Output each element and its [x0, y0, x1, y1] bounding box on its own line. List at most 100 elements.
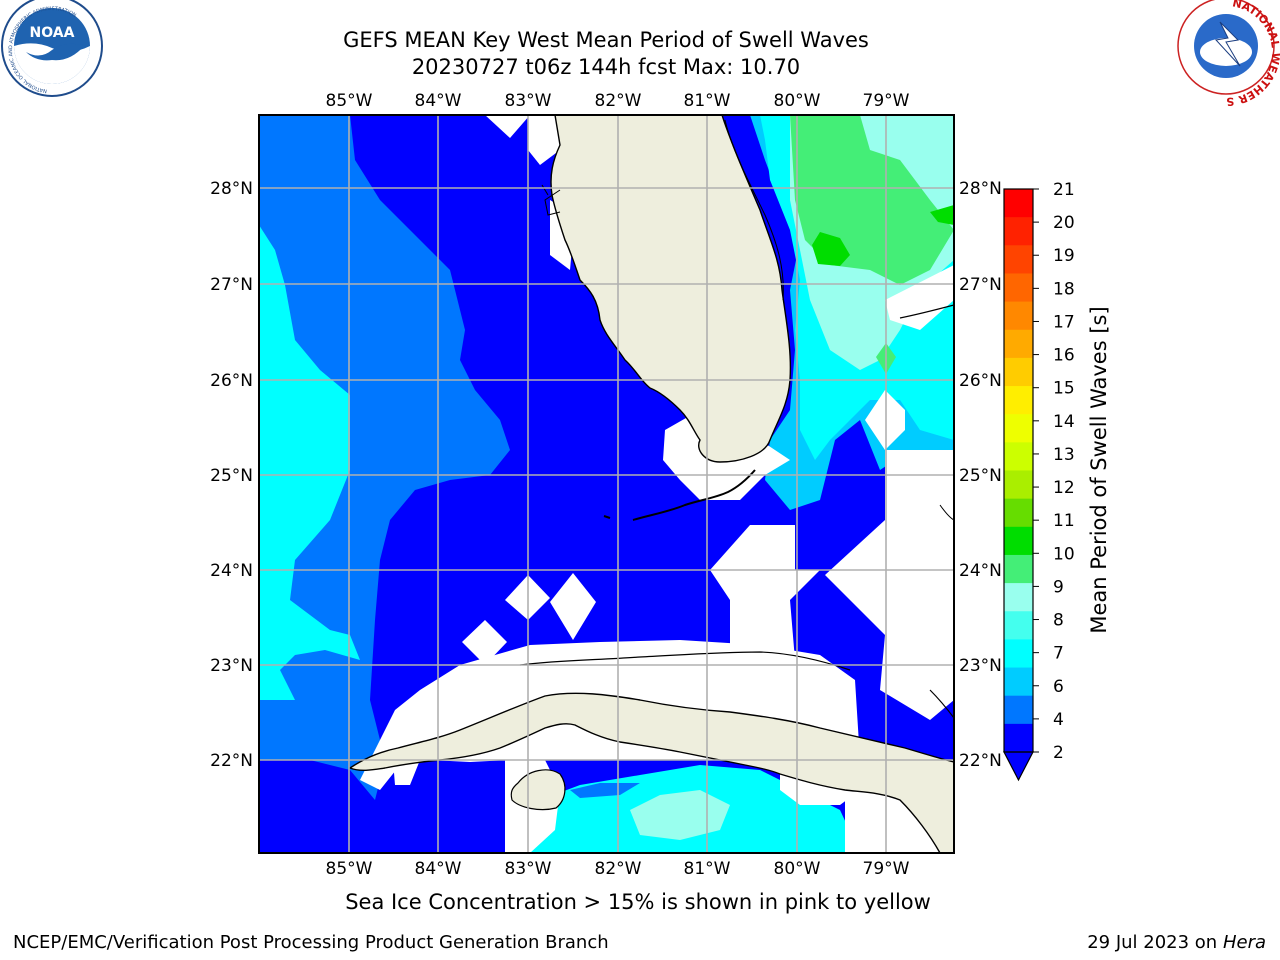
cuba-north-keys — [519, 651, 851, 671]
colorbar-tick-label: 18 — [1053, 279, 1075, 299]
tampa-bay-coastline — [541, 184, 561, 216]
swell-band-4-6-south — [570, 783, 640, 798]
colorbar-segment — [1004, 470, 1033, 500]
lat-label-left: 28°N — [210, 179, 253, 199]
colorbar-tick-label: 19 — [1053, 246, 1075, 266]
lon-label-bottom: 84°W — [415, 859, 462, 879]
lon-label-top: 80°W — [774, 91, 821, 111]
colorbar-segment — [1004, 357, 1033, 387]
florida-land — [550, 115, 792, 463]
latitude-labels-left: 28°N 27°N 26°N 25°N 24°N 23°N 22°N — [210, 179, 253, 771]
lat-label-left: 23°N — [210, 656, 253, 676]
colorbar-tick-label: 13 — [1053, 445, 1075, 465]
colorbar-tick-label: 14 — [1053, 412, 1075, 432]
lon-label-top: 81°W — [684, 91, 731, 111]
colorbar-tick-label: 2 — [1053, 743, 1064, 763]
lat-label-right: 28°N — [959, 179, 1002, 199]
andros-coast — [929, 689, 954, 719]
swell-band-10-11-east-2 — [930, 205, 954, 225]
map-title: GEFS MEAN Key West Mean Period of Swell … — [343, 28, 869, 52]
lat-label-right: 27°N — [959, 275, 1002, 295]
colorbar-tick-label: 16 — [1053, 346, 1075, 366]
colorbar-tick-label: 9 — [1053, 577, 1064, 597]
noaa-logo: NOAA NATIONAL OCEANIC AND ATMOSPHERIC AD… — [1, 0, 103, 97]
lat-label-right: 23°N — [959, 656, 1002, 676]
colorbar-tick-label: 15 — [1053, 379, 1075, 399]
colorbar-tick-label: 12 — [1053, 478, 1075, 498]
lon-label-bottom: 82°W — [595, 859, 642, 879]
colorbar-extend-arrow — [1003, 751, 1034, 782]
footer-date: 29 Jul 2023 on Hera — [1087, 932, 1266, 953]
colorbar-segment — [1004, 245, 1033, 274]
colorbar-segment — [1004, 583, 1033, 612]
colorbar-segment — [1004, 301, 1033, 331]
colorbar-segment — [1004, 329, 1033, 359]
latitude-labels-right: 28°N 27°N 26°N 25°N 24°N 23°N 22°N — [959, 179, 1002, 771]
lon-label-top: 83°W — [505, 91, 552, 111]
colorbar-segment — [1004, 554, 1033, 584]
lon-label-bottom: 81°W — [684, 859, 731, 879]
colorbar-tick-label: 8 — [1053, 611, 1064, 631]
bahamas-islet — [939, 504, 954, 521]
lat-label-right: 25°N — [959, 466, 1002, 486]
colorbar-tick-label: 7 — [1053, 644, 1064, 664]
lon-label-top: 84°W — [415, 91, 462, 111]
footer-credit: NCEP/EMC/Verification Post Processing Pr… — [13, 932, 609, 953]
lon-label-bottom: 83°W — [505, 859, 552, 879]
noaa-logo-text: NOAA — [30, 25, 75, 41]
florida-east-coastline — [724, 119, 784, 301]
lon-label-top: 85°W — [326, 91, 373, 111]
isla-juventud — [510, 769, 566, 811]
colorbar-segment — [1004, 414, 1033, 443]
lon-label-bottom: 80°W — [774, 859, 821, 879]
colorbar-tick-label: 4 — [1053, 710, 1064, 730]
swell-band-8-9-south — [630, 790, 730, 840]
footer-machine: Hera — [1222, 932, 1266, 953]
colorbar-segment — [1004, 611, 1033, 640]
swell-band-6-7-west — [259, 225, 360, 700]
colorbar-segment — [1004, 639, 1033, 669]
lat-label-right: 22°N — [959, 751, 1002, 771]
lat-label-left: 24°N — [210, 561, 253, 581]
colorbar-segment — [1004, 723, 1033, 753]
lat-label-left: 22°N — [210, 751, 253, 771]
longitude-labels-bottom: 85°W 84°W 83°W 82°W 81°W 80°W 79°W — [326, 859, 910, 879]
colorbar-segment — [1004, 442, 1033, 471]
colorbar-segment — [1004, 526, 1033, 556]
lat-label-left: 25°N — [210, 466, 253, 486]
map-subtitle: 20230727 t06z 144h fcst Max: 10.70 — [411, 55, 801, 79]
colorbar-tick-label: 6 — [1053, 677, 1064, 697]
lat-label-right: 24°N — [959, 561, 1002, 581]
map-plot-area — [259, 115, 954, 853]
colorbar-tick-label: 10 — [1053, 544, 1075, 564]
colorbar-tick-label: 20 — [1053, 213, 1075, 233]
colorbar-segment — [1004, 386, 1033, 415]
map-caption: Sea Ice Concentration > 15% is shown in … — [345, 890, 931, 914]
swell-band-10-11-east — [812, 232, 850, 266]
lon-label-bottom: 85°W — [326, 859, 373, 879]
colorbar-tick-label: 21 — [1053, 180, 1075, 200]
lon-label-top: 79°W — [863, 91, 910, 111]
map-gridlines — [259, 115, 954, 853]
colorbar-tick-label: 11 — [1053, 511, 1075, 531]
colorbar-segment — [1004, 217, 1033, 246]
colorbar-label: Mean Period of Swell Waves [s] — [1087, 306, 1111, 633]
longitude-labels-top: 85°W 84°W 83°W 82°W 81°W 80°W 79°W — [326, 91, 910, 111]
lat-label-left: 26°N — [210, 371, 253, 391]
lat-label-left: 27°N — [210, 275, 253, 295]
lon-label-top: 82°W — [595, 91, 642, 111]
map-frame — [258, 114, 955, 854]
lon-label-bottom: 79°W — [863, 859, 910, 879]
colorbar-segment — [1004, 667, 1033, 697]
grand-bahama — [899, 304, 954, 319]
colorbar-segment — [1004, 273, 1033, 303]
colorbar-segment — [1004, 498, 1033, 528]
footer-date-text: 29 Jul 2023 on — [1087, 932, 1223, 953]
colorbar-tick-label: 17 — [1053, 312, 1075, 332]
dry-tortugas — [603, 515, 611, 519]
colorbar-segment — [1004, 189, 1033, 218]
colorbar-frame — [1003, 188, 1034, 753]
colorbar: 21 20 19 18 17 16 15 14 13 12 11 10 9 8 7 6 4 2 — [1003, 180, 1075, 782]
colorbar-segment — [1004, 695, 1033, 725]
